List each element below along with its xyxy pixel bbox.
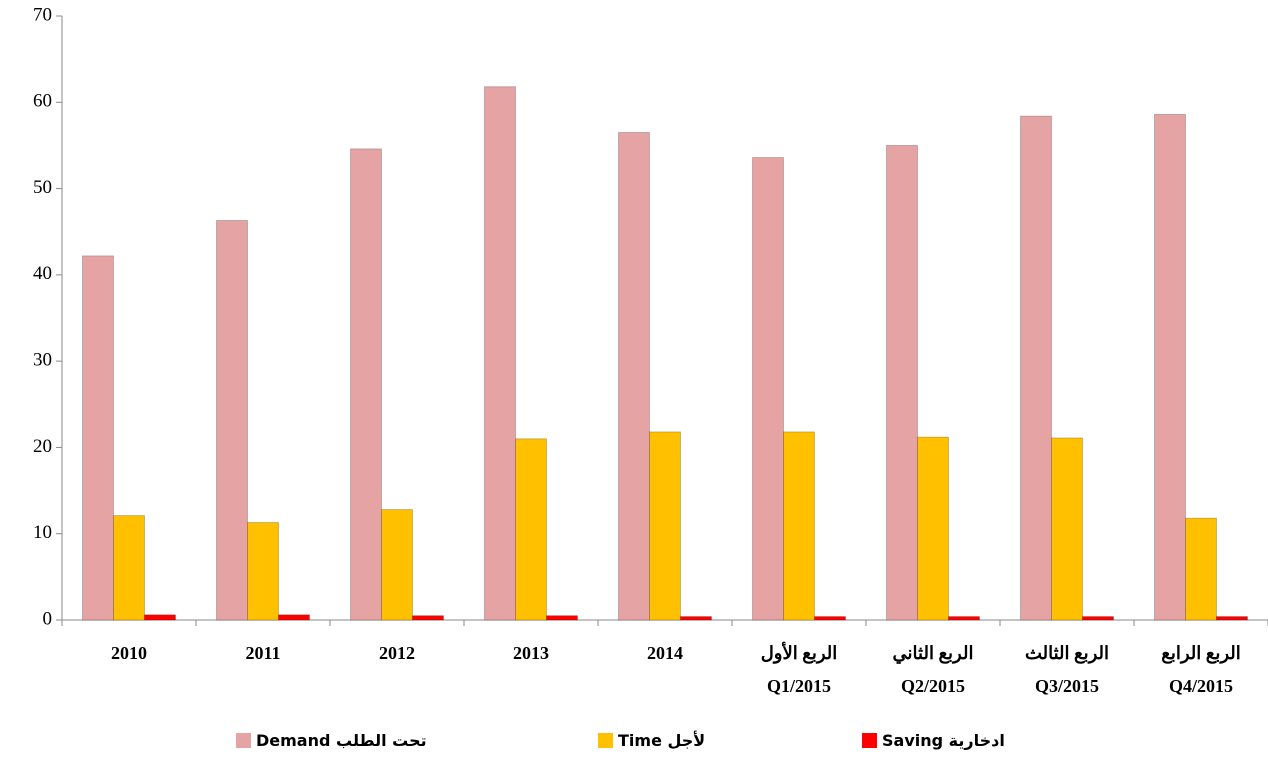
x-tick-label: 2014 xyxy=(647,643,683,663)
x-tick-label: الربع الثالث xyxy=(1025,643,1109,664)
bar xyxy=(1154,113,1186,621)
bar xyxy=(680,616,712,621)
x-tick-label: 2013 xyxy=(513,643,549,663)
bar xyxy=(144,614,176,621)
bar xyxy=(1082,616,1114,621)
bar xyxy=(113,515,145,621)
bar xyxy=(515,438,547,621)
x-tick-label: Q3/2015 xyxy=(1035,676,1099,696)
y-tick-label: 10 xyxy=(33,522,52,543)
bar xyxy=(216,220,248,621)
legend-item: تحت الطلب Demand xyxy=(236,731,427,750)
x-tick-label: الربع الرابع xyxy=(1161,643,1241,664)
x-tick-label: الربع الأول xyxy=(761,641,838,664)
bar xyxy=(381,509,413,621)
bar xyxy=(247,522,279,621)
bar xyxy=(886,145,918,621)
y-tick-label: 20 xyxy=(33,436,52,457)
y-tick-label: 0 xyxy=(43,608,53,629)
bar xyxy=(1051,437,1083,621)
legend-label: لأجل Time xyxy=(618,731,706,750)
x-tick-label: 2010 xyxy=(111,643,147,663)
bar xyxy=(82,255,114,621)
bar xyxy=(1185,517,1217,621)
bar xyxy=(618,132,650,621)
bar xyxy=(814,616,846,621)
y-tick-label: 60 xyxy=(33,91,52,112)
bar xyxy=(1020,115,1052,621)
x-tick-label: الربع الثاني xyxy=(893,643,974,664)
x-tick-label: Q2/2015 xyxy=(901,676,965,696)
legend-label: تحت الطلب Demand xyxy=(256,731,427,750)
x-tick-label: Q1/2015 xyxy=(767,676,831,696)
legend-label: ادخارية Saving xyxy=(882,731,1005,750)
bar xyxy=(546,615,578,621)
bar xyxy=(484,86,516,621)
bar xyxy=(1216,616,1248,621)
legend-item: ادخارية Saving xyxy=(862,731,1005,750)
legend-swatch xyxy=(862,733,877,748)
chart: 0 10 20 30 40 50 60 70 2010 2011 2012 2013 2014 الربع… xyxy=(33,4,1268,696)
bar xyxy=(948,616,980,621)
bar xyxy=(917,436,949,621)
y-tick-label: 70 xyxy=(33,4,52,25)
legend-swatch xyxy=(236,733,251,748)
y-tick-label: 40 xyxy=(33,263,52,284)
x-tick-label: Q4/2015 xyxy=(1169,676,1233,696)
x-tick-label: 2011 xyxy=(245,643,280,663)
bar xyxy=(350,148,382,621)
y-tick-label: 50 xyxy=(33,177,52,198)
bar xyxy=(649,431,681,621)
x-tick-label: 2012 xyxy=(379,643,415,663)
legend-swatch xyxy=(598,733,613,748)
bar xyxy=(752,157,784,621)
bar xyxy=(412,615,444,621)
bar xyxy=(278,614,310,621)
y-tick-label: 30 xyxy=(33,350,52,371)
legend: تحت الطلب Demand لأجل Time ادخارية Saving xyxy=(0,731,1268,761)
bar xyxy=(783,431,815,621)
legend-item: لأجل Time xyxy=(598,731,705,750)
